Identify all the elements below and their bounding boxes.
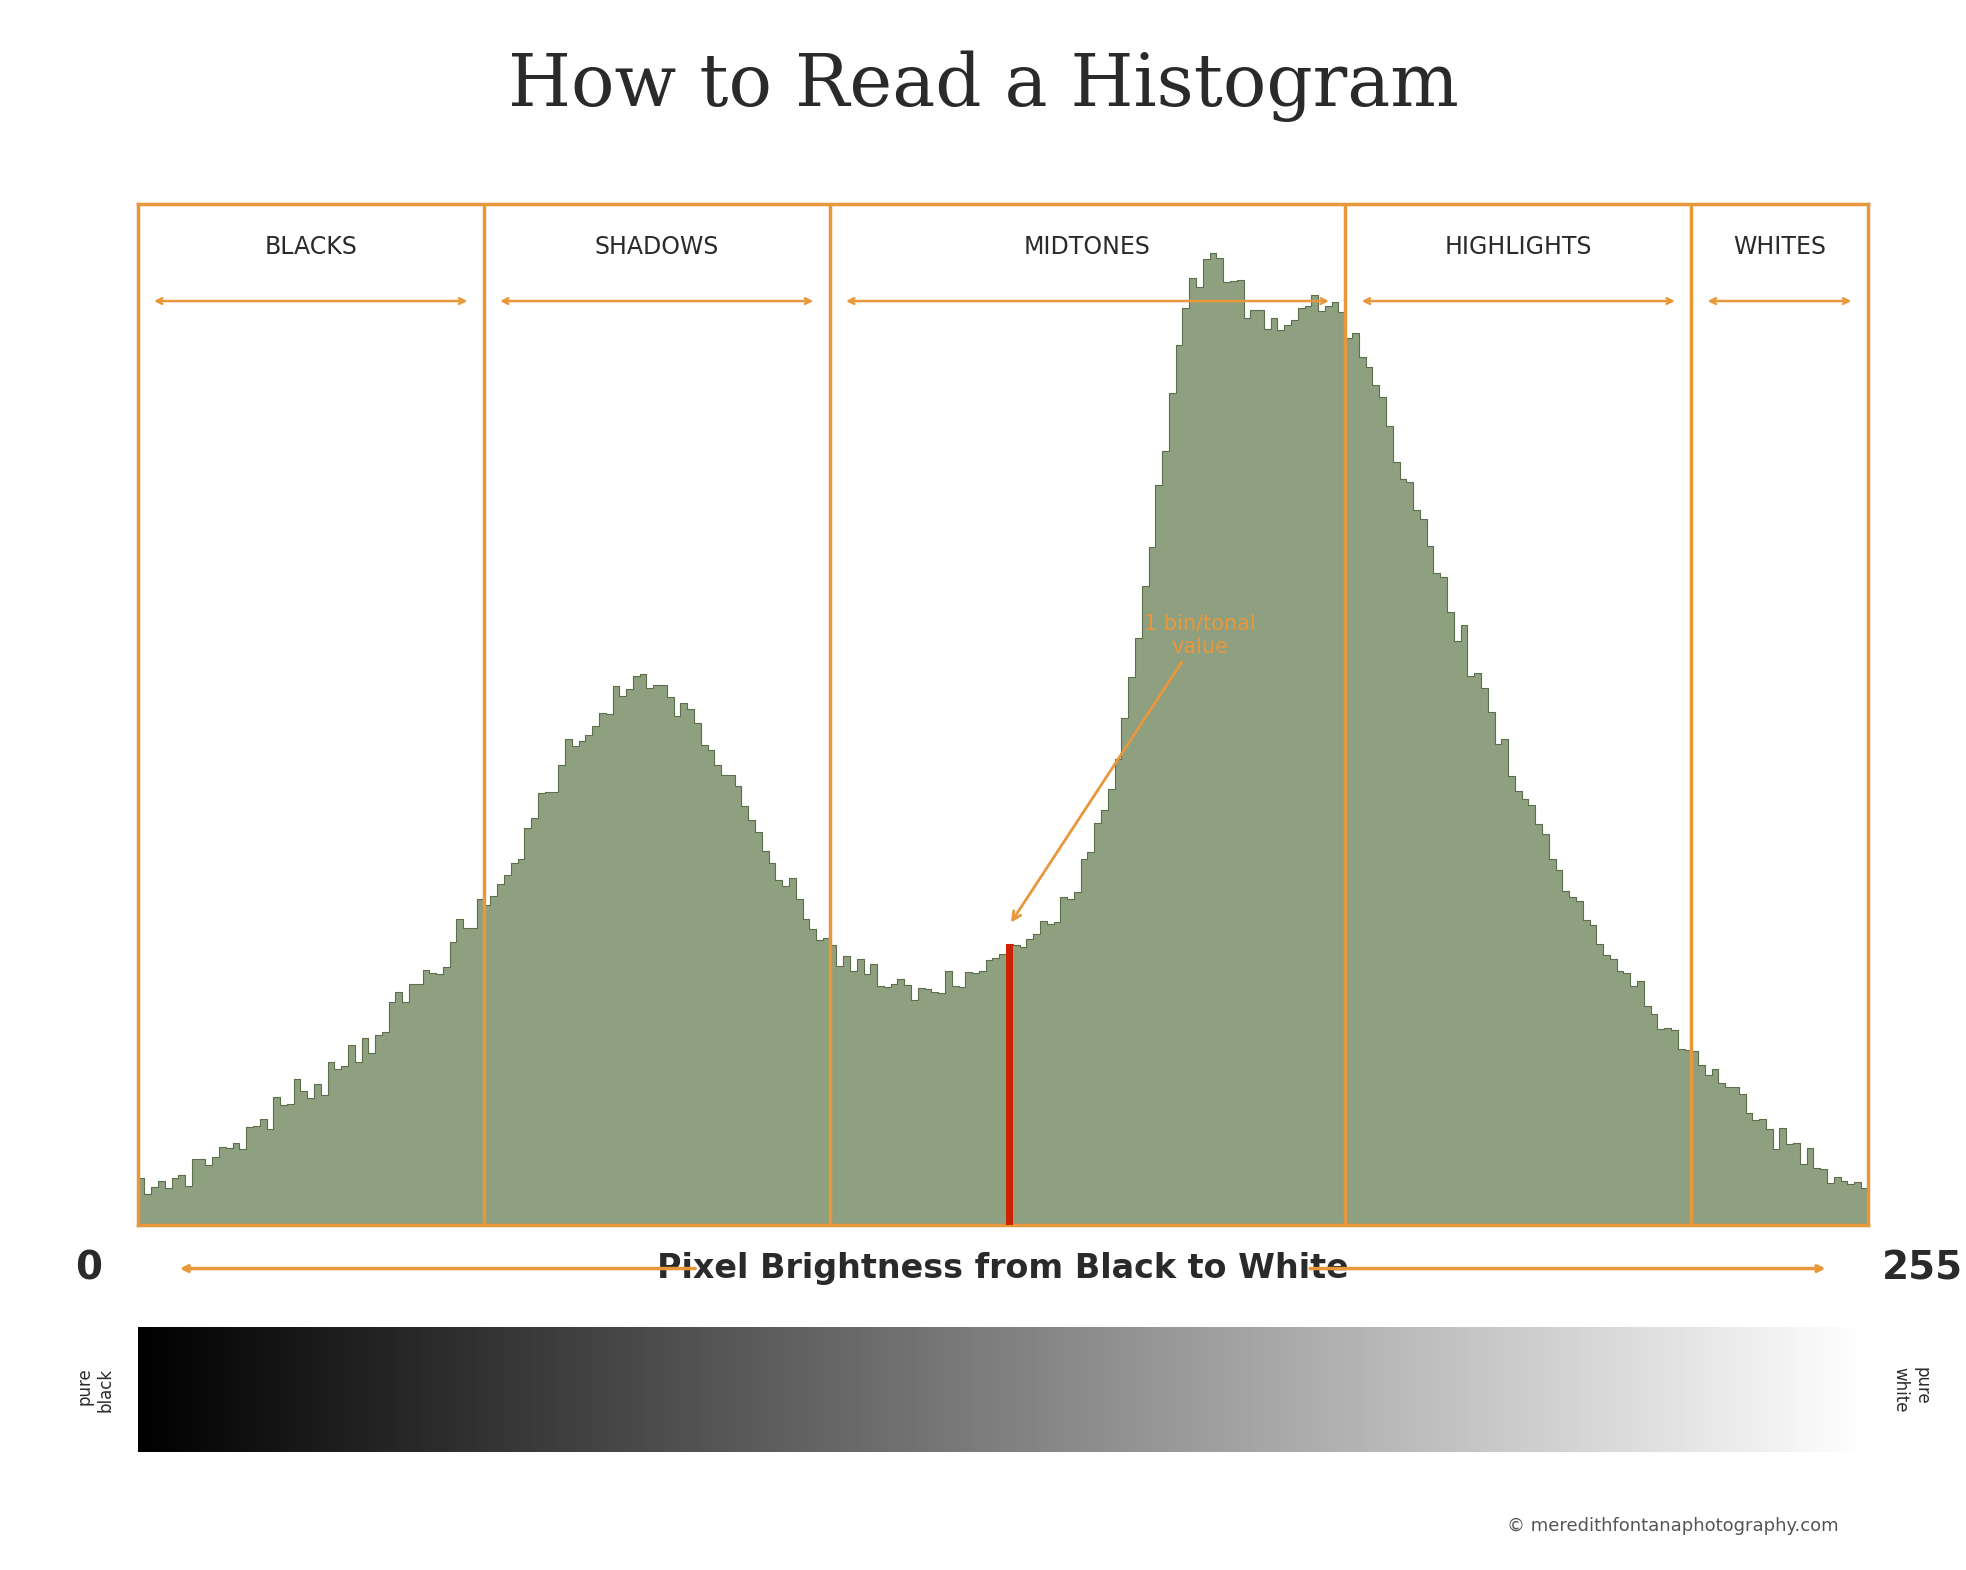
Text: 1 bin/tonal
value: 1 bin/tonal value [1012, 614, 1254, 920]
Text: How to Read a Histogram: How to Read a Histogram [507, 50, 1459, 122]
Text: 0: 0 [75, 1250, 102, 1287]
Text: pure
white: pure white [1891, 1367, 1931, 1411]
Text: 255: 255 [1881, 1250, 1964, 1287]
Text: HIGHLIGHTS: HIGHLIGHTS [1445, 234, 1592, 259]
Text: WHITES: WHITES [1732, 234, 1826, 259]
Text: pure
black: pure black [75, 1367, 114, 1411]
Text: Pixel Brightness from Black to White: Pixel Brightness from Black to White [657, 1251, 1349, 1286]
Text: © meredithfontanaphotography.com: © meredithfontanaphotography.com [1506, 1518, 1838, 1535]
Text: BLACKS: BLACKS [263, 234, 358, 259]
Text: MIDTONES: MIDTONES [1024, 234, 1150, 259]
Text: SHADOWS: SHADOWS [594, 234, 720, 259]
